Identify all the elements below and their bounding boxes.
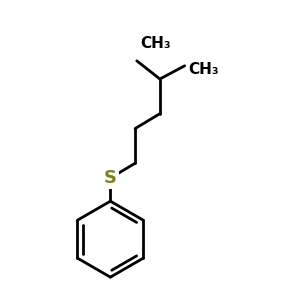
Text: CH₃: CH₃ — [140, 36, 171, 51]
Text: CH₃: CH₃ — [188, 61, 219, 76]
Text: S: S — [104, 169, 117, 187]
